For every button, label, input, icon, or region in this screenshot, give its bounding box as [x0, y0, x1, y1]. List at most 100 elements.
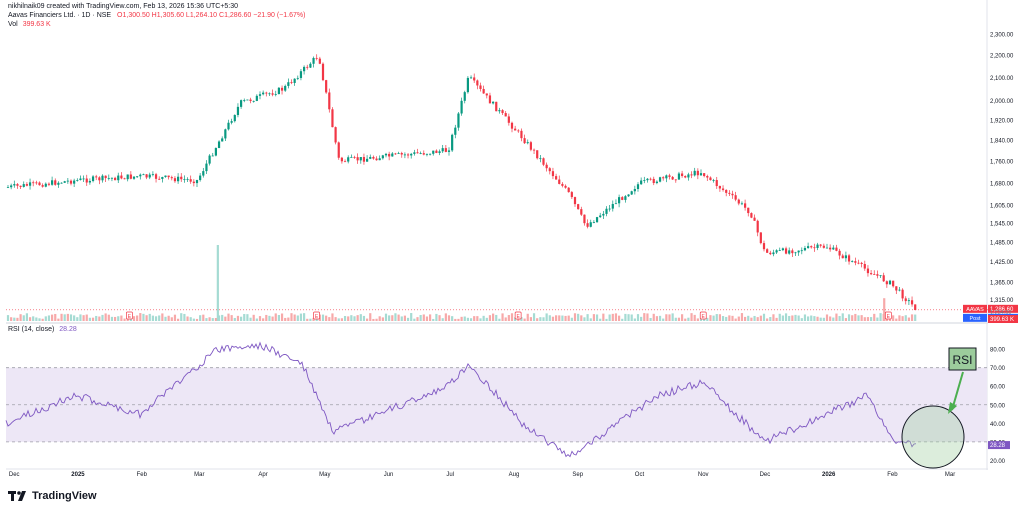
- volume-bar: [488, 315, 492, 321]
- time-tick-label: Dec: [760, 472, 771, 478]
- candle-body: [186, 179, 189, 180]
- candle-body: [315, 57, 318, 59]
- candle-body: [117, 175, 120, 181]
- candle-body: [356, 157, 359, 161]
- volume-bar: [422, 314, 425, 321]
- volume-value: 399.63 K: [22, 21, 51, 28]
- time-tick-label: Apr: [258, 472, 267, 478]
- volume-bar: [788, 315, 791, 321]
- volume-bar: [910, 314, 914, 321]
- volume-bar: [892, 315, 895, 321]
- volume-bar: [614, 313, 618, 321]
- candle-body: [668, 175, 671, 177]
- callout-arrowhead-icon: [948, 402, 957, 414]
- volume-bar: [331, 313, 334, 321]
- candle-body: [731, 193, 734, 196]
- candle-body: [126, 174, 129, 180]
- volume-bar: [671, 313, 674, 321]
- candle-body: [652, 178, 655, 184]
- candle-body: [595, 217, 599, 223]
- volume-bar: [539, 317, 542, 321]
- volume-bar: [161, 313, 164, 321]
- candle-body: [277, 87, 280, 95]
- volume-bar: [82, 315, 85, 321]
- candle-body: [211, 155, 214, 157]
- candle-body: [910, 300, 914, 305]
- candle-body: [258, 94, 262, 96]
- candle-body: [681, 173, 684, 176]
- candle-body: [844, 255, 847, 259]
- candle-body: [287, 82, 290, 86]
- volume-bar: [189, 317, 192, 321]
- volume-bar: [258, 316, 262, 321]
- earnings-marker: [313, 311, 320, 320]
- candle-body: [318, 58, 321, 64]
- candle-body: [769, 252, 772, 255]
- candle-body: [825, 247, 829, 249]
- volume-bar: [76, 317, 79, 321]
- candle-body: [255, 95, 258, 101]
- candle-body: [151, 174, 154, 176]
- candle-body: [183, 179, 186, 181]
- instrument-title[interactable]: Aavas Financiers Ltd. · 1D · NSE: [8, 12, 112, 19]
- candle-body: [293, 78, 296, 83]
- earnings-marker-letter: E: [128, 314, 132, 320]
- candle-body: [388, 153, 391, 157]
- candle-body: [195, 180, 199, 184]
- candle-body: [170, 177, 173, 179]
- candle-body: [627, 194, 630, 197]
- volume-bar: [296, 315, 299, 321]
- volume-bar: [712, 315, 715, 321]
- candle-body: [32, 182, 35, 184]
- candle-body: [838, 250, 841, 256]
- volume-bar: [337, 318, 340, 321]
- candle-body: [822, 245, 825, 248]
- volume-bar: [595, 314, 599, 321]
- volume-bar: [706, 317, 709, 321]
- candle-body: [16, 184, 19, 186]
- volume-label[interactable]: Vol: [8, 21, 18, 28]
- volume-bar: [47, 315, 51, 321]
- volume-bar: [495, 314, 498, 321]
- price-tick-label: 1,425.00: [990, 260, 1014, 266]
- volume-bar: [844, 318, 847, 321]
- volume-bar: [441, 318, 444, 321]
- callout-arrow-shaft: [951, 371, 964, 411]
- time-tick-label: 2025: [71, 472, 85, 478]
- volume-bar: [432, 318, 435, 321]
- time-tick-label: Jul: [446, 472, 454, 478]
- candle-body: [907, 300, 910, 302]
- brand-name: TradingView: [32, 490, 97, 502]
- candle-body: [142, 174, 145, 176]
- volume-bar: [718, 314, 721, 321]
- volume-bar: [252, 314, 255, 321]
- volume-bar: [548, 315, 551, 321]
- candle-body: [139, 174, 142, 177]
- volume-bar: [101, 314, 104, 321]
- candle-body: [312, 57, 315, 64]
- candle-body: [621, 197, 624, 200]
- volume-bar: [466, 317, 469, 321]
- rsi-label[interactable]: RSI (14, close): [8, 326, 55, 333]
- volume-bar: [35, 317, 38, 321]
- volume-bar: [870, 317, 873, 321]
- earnings-marker-letter: E: [887, 314, 891, 320]
- volume-bar: [419, 315, 422, 321]
- volume-bar: [655, 316, 658, 321]
- volume-bar: [362, 315, 366, 321]
- candle-body: [57, 182, 60, 185]
- candle-body: [772, 252, 775, 255]
- candle-body: [819, 244, 822, 246]
- volume-bar: [658, 315, 662, 321]
- volume-bar: [32, 316, 35, 321]
- candle-body: [444, 148, 447, 152]
- volume-tag-bg: [988, 315, 1018, 323]
- volume-bar: [44, 316, 47, 321]
- volume-bar: [284, 317, 287, 321]
- rsi-tick-label: 80.00: [990, 348, 1006, 354]
- volume-bar: [85, 314, 88, 321]
- volume-bar: [73, 315, 76, 321]
- tradingview-brand[interactable]: TradingView: [8, 490, 97, 502]
- candle-body: [463, 92, 466, 101]
- volume-bar: [394, 313, 397, 321]
